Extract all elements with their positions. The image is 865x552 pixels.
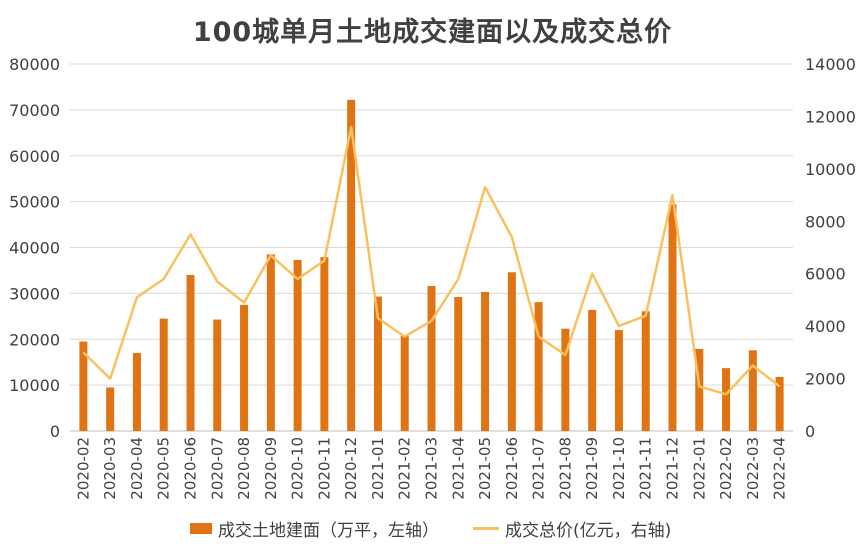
y-left-tick-label: 60000 bbox=[9, 147, 60, 166]
legend-label-line: 成交总价(亿元，右轴) bbox=[505, 521, 672, 541]
legend-label-bar: 成交土地建面（万平，左轴） bbox=[218, 521, 439, 541]
y-left-tick-label: 40000 bbox=[9, 239, 60, 258]
y-left-tick-label: 70000 bbox=[9, 101, 60, 120]
x-tick-label: 2020-07 bbox=[208, 437, 226, 500]
y-axis-left: 0 10000 20000 30000 40000 50000 60000 70000 8000… bbox=[9, 55, 60, 441]
bar bbox=[132, 353, 141, 431]
x-tick-label: 2022-02 bbox=[717, 437, 735, 500]
x-tick-label: 2020-02 bbox=[74, 437, 92, 500]
x-tick-label: 2020-11 bbox=[315, 437, 333, 500]
x-tick-label: 2021-08 bbox=[556, 437, 574, 500]
bar bbox=[507, 272, 516, 431]
legend-line-swatch bbox=[473, 527, 499, 530]
x-tick-label: 2021-06 bbox=[503, 437, 521, 500]
x-tick-label: 2021-02 bbox=[396, 437, 414, 500]
y-left-tick-label: 50000 bbox=[9, 193, 60, 212]
bar bbox=[775, 376, 784, 431]
y-right-tick-label: 8000 bbox=[805, 212, 846, 231]
legend-item-bar: 成交土地建面（万平，左轴） bbox=[190, 516, 439, 541]
x-tick-label: 2021-10 bbox=[610, 437, 628, 500]
y-axis-right: 0 2000 4000 6000 8000 10000 12000 14000 bbox=[805, 55, 856, 441]
bar bbox=[454, 297, 463, 431]
x-tick-label: 2021-01 bbox=[369, 437, 387, 500]
x-tick-label: 2020-08 bbox=[235, 437, 253, 500]
y-left-tick-label: 0 bbox=[50, 422, 60, 441]
y-right-tick-label: 4000 bbox=[805, 317, 846, 336]
x-tick-label: 2020-03 bbox=[101, 437, 119, 500]
bar-series bbox=[79, 99, 784, 431]
bar bbox=[293, 259, 302, 431]
y-right-tick-label: 14000 bbox=[805, 55, 856, 74]
x-tick-label: 2021-07 bbox=[530, 437, 548, 500]
bar bbox=[561, 328, 570, 431]
bar bbox=[668, 204, 677, 431]
x-tick-label: 2020-05 bbox=[155, 437, 173, 500]
y-left-tick-label: 80000 bbox=[9, 55, 60, 74]
bar bbox=[347, 99, 356, 431]
bar bbox=[641, 311, 650, 431]
x-tick-label: 2020-10 bbox=[289, 437, 307, 500]
x-tick-label: 2021-03 bbox=[423, 437, 441, 500]
chart-title: 100城单月土地成交建面以及成交总价 bbox=[192, 17, 673, 48]
y-right-tick-label: 10000 bbox=[805, 160, 856, 179]
y-left-tick-label: 30000 bbox=[9, 284, 60, 303]
bar bbox=[534, 302, 543, 431]
bar bbox=[427, 286, 436, 431]
bar bbox=[213, 319, 222, 431]
legend: 成交土地建面（万平，左轴） 成交总价(亿元，右轴) bbox=[0, 516, 865, 546]
bar bbox=[159, 318, 168, 431]
bar bbox=[722, 368, 731, 431]
y-right-tick-label: 12000 bbox=[805, 107, 856, 126]
x-tick-label: 2021-11 bbox=[637, 437, 655, 500]
x-tick-label: 2020-12 bbox=[342, 437, 360, 500]
bar bbox=[186, 275, 195, 431]
bar bbox=[400, 335, 409, 431]
bar bbox=[373, 296, 382, 431]
bar bbox=[748, 350, 757, 431]
x-axis: 2020-02 2020-03 2020-04 2020-05 2020-06 2020-… bbox=[74, 437, 788, 500]
bar bbox=[106, 387, 115, 431]
bar bbox=[320, 257, 329, 431]
bar bbox=[588, 309, 597, 431]
bar bbox=[614, 330, 623, 431]
legend-item-line: 成交总价(亿元，右轴) bbox=[473, 516, 671, 541]
x-tick-label: 2020-06 bbox=[182, 437, 200, 500]
x-tick-label: 2022-03 bbox=[744, 437, 762, 500]
y-left-tick-label: 10000 bbox=[9, 376, 60, 395]
x-tick-label: 2022-04 bbox=[771, 437, 789, 500]
x-tick-label: 2020-04 bbox=[128, 437, 146, 500]
y-right-tick-label: 2000 bbox=[805, 370, 846, 389]
x-tick-label: 2022-01 bbox=[690, 437, 708, 500]
line-series bbox=[82, 125, 781, 396]
x-tick-label: 2021-09 bbox=[583, 437, 601, 500]
y-right-tick-label: 6000 bbox=[805, 265, 846, 284]
bar bbox=[79, 341, 88, 431]
y-left-tick-label: 20000 bbox=[9, 330, 60, 349]
bar bbox=[695, 348, 704, 431]
x-tick-label: 2021-04 bbox=[449, 437, 467, 500]
bar bbox=[481, 291, 490, 431]
bar bbox=[240, 304, 249, 431]
y-right-tick-label: 0 bbox=[805, 422, 815, 441]
x-tick-label: 2020-09 bbox=[262, 437, 280, 500]
x-tick-label: 2021-12 bbox=[664, 437, 682, 500]
bar bbox=[266, 254, 275, 431]
legend-bar-swatch bbox=[190, 523, 212, 534]
x-tick-label: 2021-05 bbox=[476, 437, 494, 500]
